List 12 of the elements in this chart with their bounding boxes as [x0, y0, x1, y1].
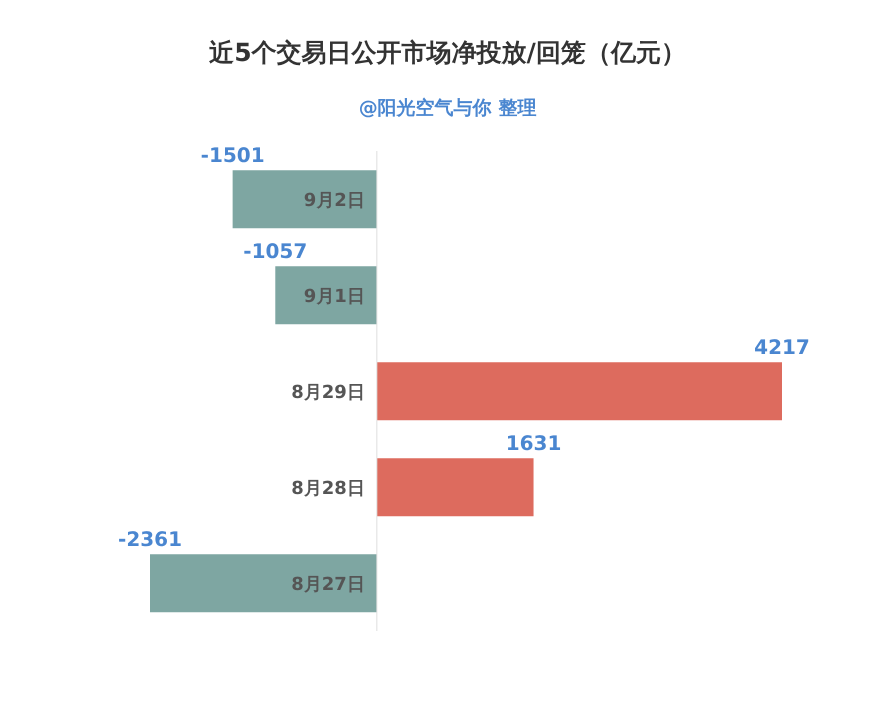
data-label: -2361 [118, 527, 182, 552]
data-label: -1057 [243, 239, 308, 264]
chart-subtitle: @阳光空气与你 整理 [358, 96, 538, 121]
data-label: -1501 [200, 143, 265, 168]
data-label: 1631 [506, 431, 562, 456]
y-tick-label: 9月2日 [304, 190, 365, 212]
y-tick-label: 9月1日 [304, 286, 365, 308]
chart-title: 近5个交易日公开市场净投放/回笼（亿元） [208, 37, 687, 69]
y-tick-label: 8月28日 [291, 478, 365, 500]
data-label: 4217 [754, 335, 810, 360]
y-tick-label: 8月27日 [291, 574, 365, 596]
y-tick-label: 8月29日 [291, 382, 365, 404]
